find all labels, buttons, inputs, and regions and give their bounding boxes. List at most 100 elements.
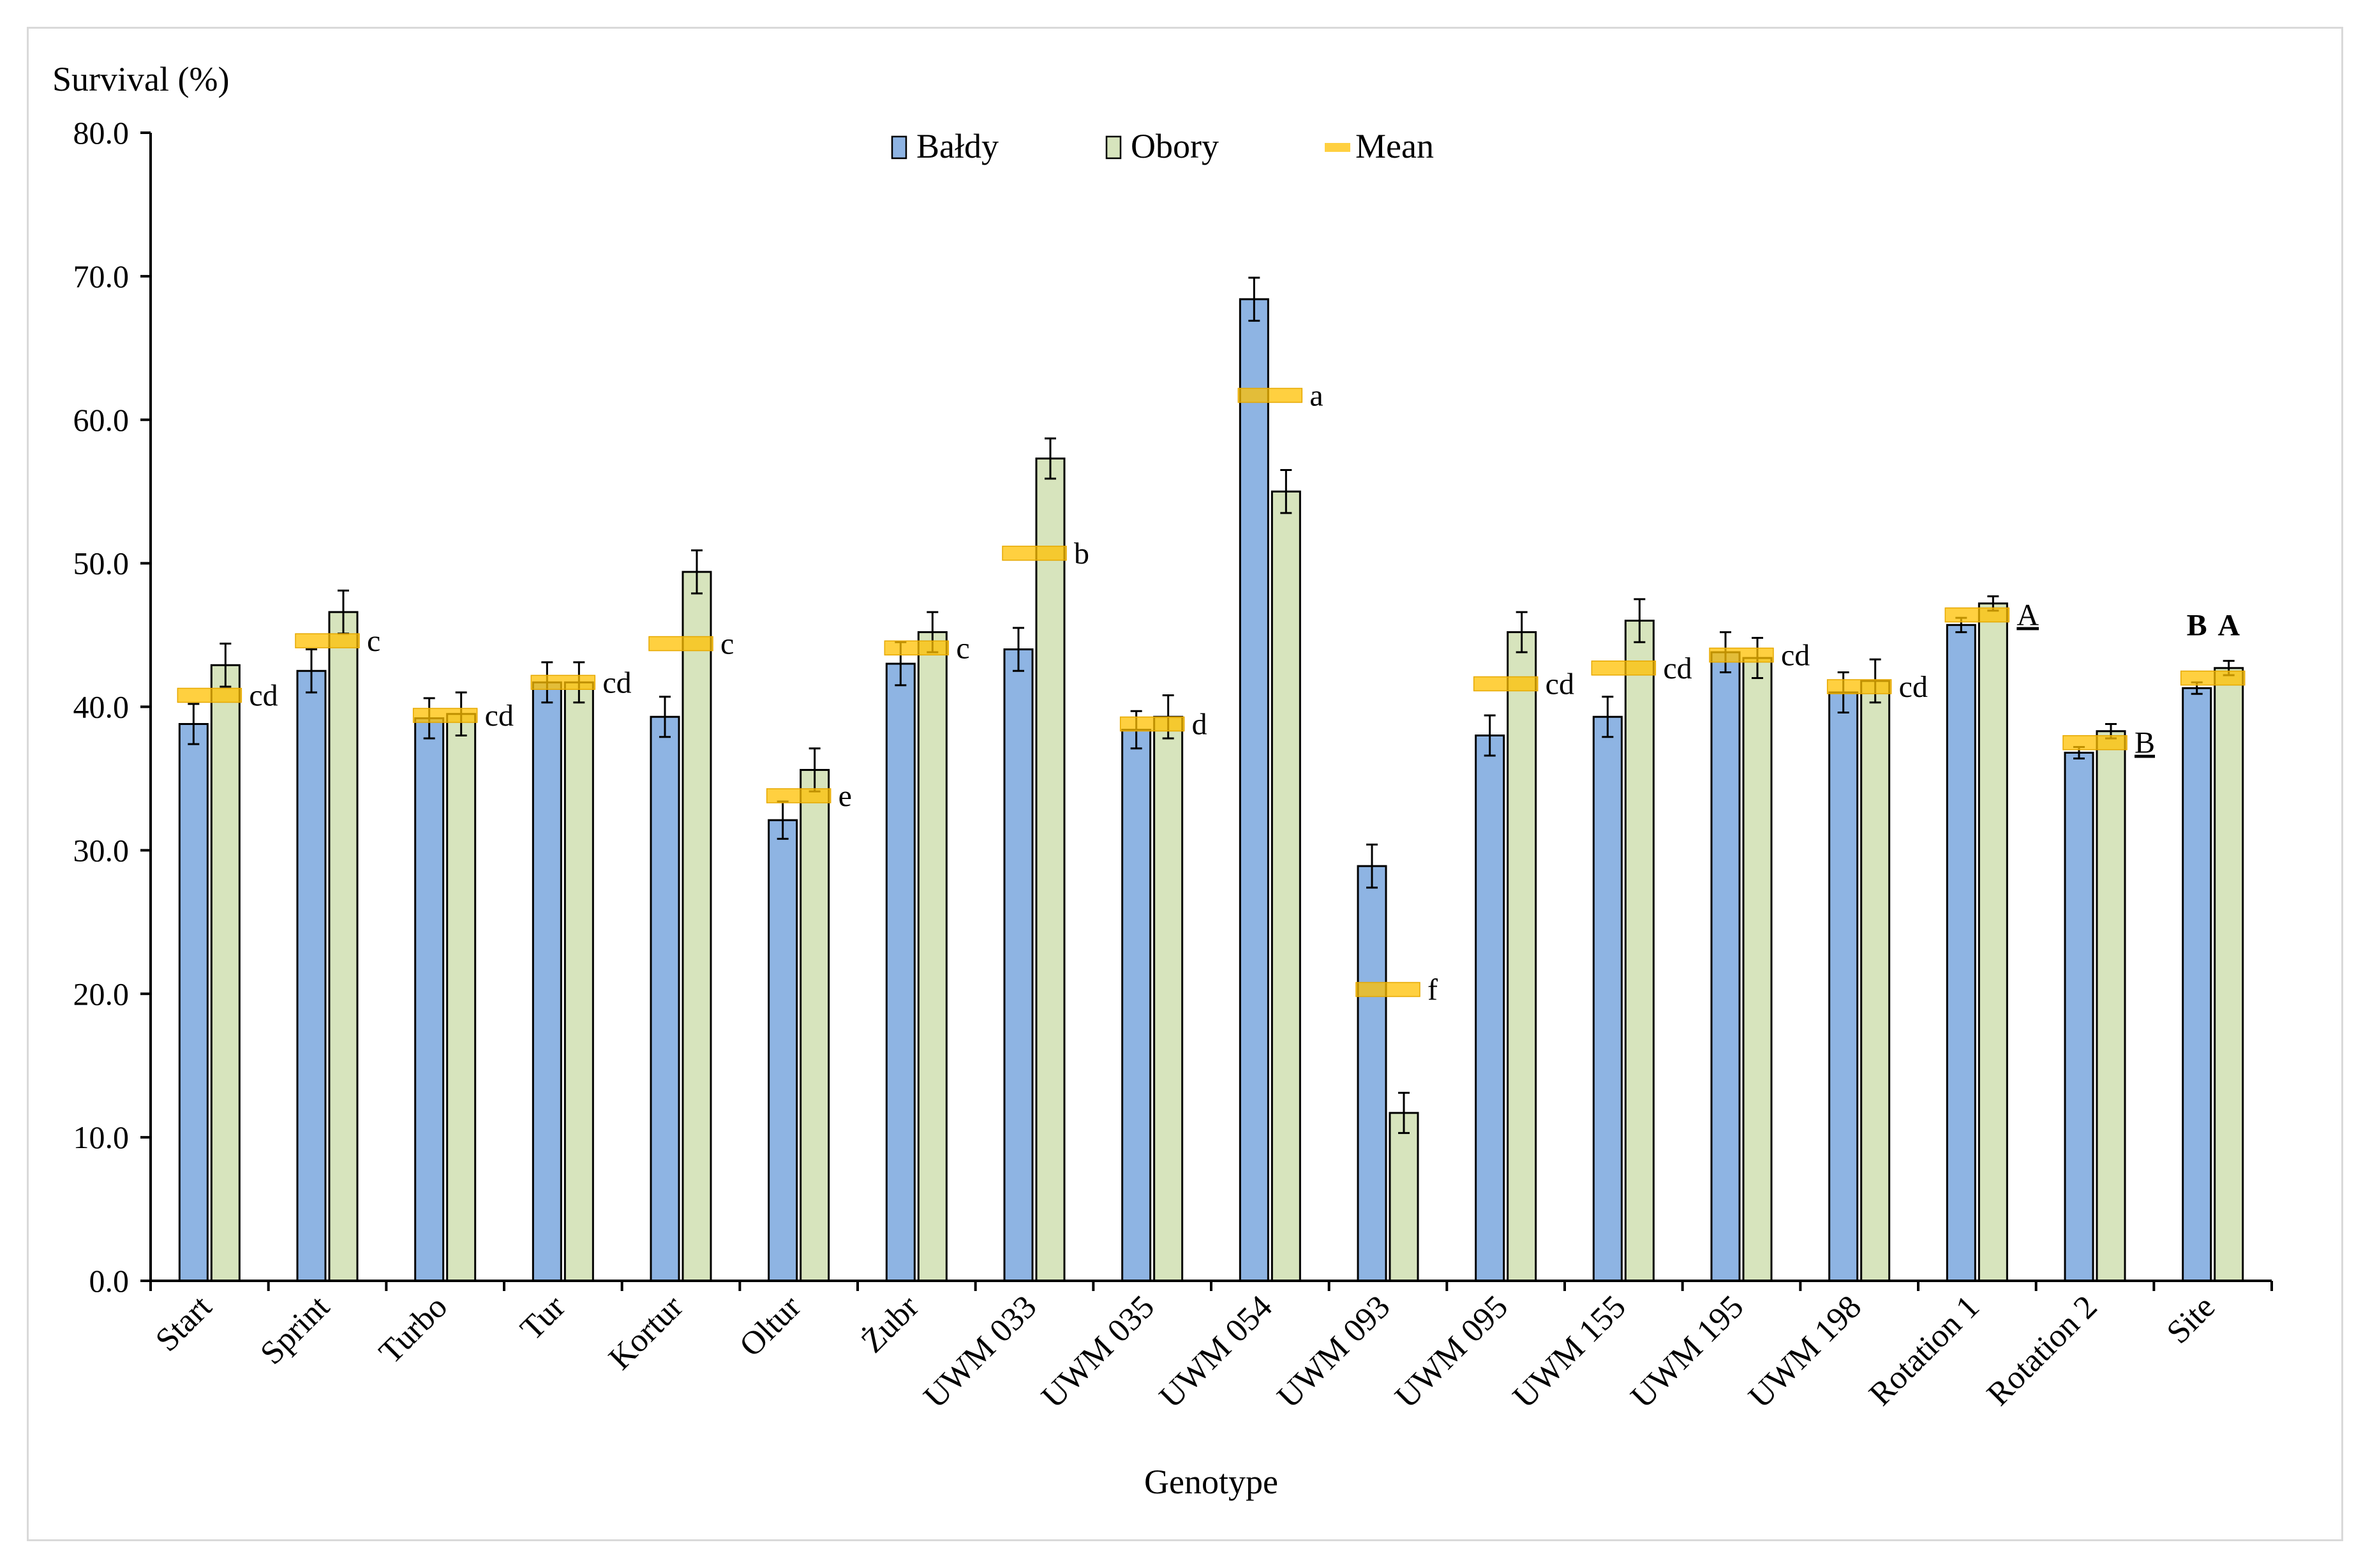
- mean-marker: [412, 708, 478, 723]
- bar-obory: [2096, 730, 2126, 1282]
- category-label: Kortur: [602, 1288, 690, 1377]
- site-letter: A: [2217, 609, 2240, 643]
- bar-baldy: [2064, 751, 2094, 1282]
- bar-obory: [800, 768, 830, 1282]
- mean-marker: [530, 675, 596, 691]
- bar-obory: [1035, 457, 1066, 1282]
- category-label: UWM 195: [1624, 1288, 1751, 1415]
- category-label: UWM 198: [1742, 1288, 1869, 1415]
- bar-baldy: [296, 669, 327, 1282]
- significance-letter: cd: [1546, 668, 1574, 701]
- legend-label-obory: Obory: [1131, 127, 1219, 165]
- category-label: UWM 054: [1152, 1288, 1279, 1415]
- mean-marker: [2062, 735, 2128, 750]
- bar-baldy: [1592, 715, 1623, 1282]
- y-tick-label: 60.0: [73, 402, 130, 438]
- mean-marker: [1709, 647, 1774, 663]
- mean-marker: [295, 633, 360, 648]
- mean-marker: [1237, 387, 1303, 403]
- bar-obory: [328, 611, 359, 1282]
- bar-baldy: [1828, 691, 1859, 1282]
- significance-letter: c: [367, 624, 380, 658]
- significance-letter: A: [2016, 599, 2039, 632]
- legend-label-baldy: Bałdy: [916, 127, 999, 165]
- legend-label-mean: Mean: [1355, 127, 1434, 165]
- bar-baldy: [178, 722, 209, 1282]
- bar-obory: [2214, 667, 2244, 1282]
- bar-obory: [1742, 657, 1773, 1282]
- mean-marker: [2180, 670, 2246, 686]
- significance-letter: b: [1074, 537, 1089, 571]
- mean-marker: [1473, 676, 1539, 692]
- x-axis-label: Genotype: [1144, 1463, 1278, 1501]
- category-label: Sprint: [253, 1288, 337, 1372]
- mean-marker: [1002, 546, 1067, 561]
- y-tick-label: 10.0: [73, 1119, 130, 1155]
- bar-obory: [1624, 620, 1655, 1282]
- bar-baldy: [650, 715, 680, 1282]
- bar-obory: [210, 664, 241, 1282]
- significance-letter: cd: [249, 679, 278, 713]
- mean-marker: [1591, 661, 1657, 676]
- category-label: Rotation 1: [1862, 1288, 1986, 1413]
- mean-marker: [1119, 716, 1185, 732]
- bar-obory: [446, 713, 477, 1282]
- mean-marker: [1826, 679, 1892, 694]
- category-label: UWM 033: [917, 1288, 1044, 1415]
- legend: Bałdy Obory Mean: [891, 127, 1434, 165]
- bar-baldy: [1357, 865, 1387, 1282]
- mean-marker: [1944, 607, 2010, 623]
- y-tick-label: 50.0: [73, 546, 130, 581]
- significance-letter: d: [1192, 707, 1207, 741]
- significance-letter: c: [956, 631, 969, 665]
- mean-marker: [1355, 982, 1420, 997]
- bar-obory: [682, 571, 712, 1282]
- significance-letter: cd: [1781, 639, 1810, 673]
- site-letter: B: [2187, 609, 2207, 643]
- bar-baldy: [1003, 648, 1034, 1282]
- bar-baldy: [414, 717, 445, 1282]
- y-tick-label: 30.0: [73, 832, 130, 868]
- category-label: Start: [149, 1288, 219, 1359]
- y-tick-label: 20.0: [73, 976, 130, 1012]
- category-label: UWM 095: [1389, 1288, 1516, 1415]
- significance-letter: e: [838, 779, 852, 813]
- legend-swatch-obory: [1105, 135, 1122, 160]
- y-tick-label: 40.0: [73, 689, 130, 725]
- significance-letter: c: [720, 627, 734, 661]
- category-label: UWM 155: [1506, 1288, 1633, 1415]
- bar-obory: [1271, 490, 1301, 1282]
- category-label: Tur: [514, 1288, 572, 1347]
- legend-swatch-baldy: [891, 135, 907, 160]
- significance-letter: cd: [485, 699, 514, 733]
- y-axis-label: Survival (%): [52, 60, 229, 98]
- significance-letter: cd: [1663, 652, 1692, 685]
- bar-baldy: [2182, 687, 2212, 1282]
- bar-baldy: [1946, 623, 1976, 1282]
- bar-obory: [1389, 1112, 1419, 1282]
- mean-marker: [648, 636, 713, 652]
- mean-marker: [177, 687, 242, 703]
- significance-letter: cd: [602, 666, 631, 699]
- bar-obory: [1978, 602, 2008, 1282]
- y-tick-label: 70.0: [73, 258, 130, 294]
- bar-baldy: [885, 662, 916, 1282]
- category-label: UWM 093: [1271, 1288, 1397, 1415]
- legend-swatch-mean: [1325, 143, 1350, 152]
- bar-baldy: [1475, 734, 1505, 1282]
- significance-letter: cd: [1899, 670, 1928, 704]
- significance-letter: a: [1309, 379, 1323, 413]
- mean-marker: [884, 640, 950, 656]
- bar-obory: [1153, 715, 1184, 1282]
- bar-obory: [1860, 680, 1891, 1282]
- bar-baldy: [532, 681, 562, 1282]
- y-tick-label: 80.0: [73, 115, 130, 151]
- category-label: Rotation 2: [1980, 1288, 2105, 1413]
- bar-obory: [917, 631, 948, 1282]
- significance-letter: f: [1427, 973, 1438, 1007]
- significance-letter: B: [2135, 726, 2155, 760]
- y-tick-label: 0.0: [89, 1263, 130, 1299]
- category-label: Żubr: [854, 1288, 926, 1360]
- bar-baldy: [1710, 651, 1741, 1282]
